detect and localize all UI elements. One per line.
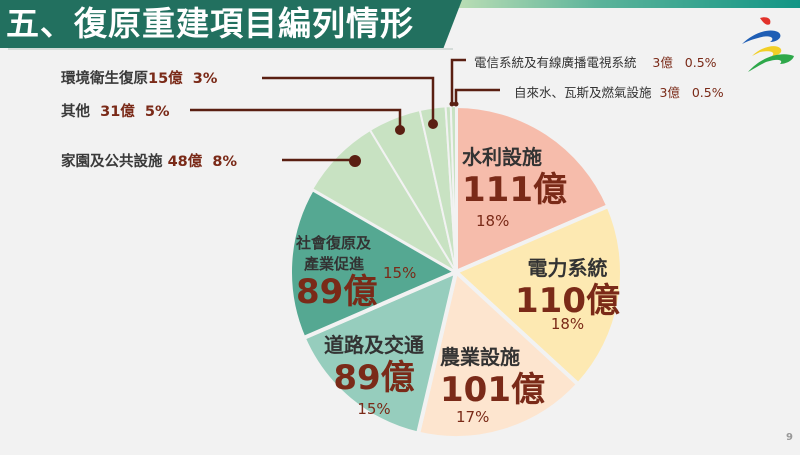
- outer-label-water-gas: 自來水、瓦斯及燃氣設施 3億 0.5%: [514, 85, 724, 100]
- swoosh-logo-icon: [742, 17, 794, 72]
- leader-lines: [190, 58, 500, 162]
- slice-label-roads: 道路及交通 89億 15%: [324, 333, 424, 418]
- title-bar: [0, 0, 462, 48]
- pie-slice: [454, 204, 624, 387]
- pie-slice: [301, 270, 458, 436]
- page-title: 五、復原重建項目編列情形: [6, 4, 414, 43]
- outer-label-telecom: 電信系統及有線廣播電視系統 3億 0.5%: [474, 55, 717, 70]
- outer-label-other: 其他 31億 5%: [61, 104, 170, 120]
- leader-line-environment: [262, 76, 435, 122]
- slice-label-power: 電力系統 110億 18%: [515, 256, 620, 333]
- pie-slice: [288, 187, 458, 340]
- leader-line-water-gas: [454, 88, 500, 104]
- title-underline: [8, 48, 453, 50]
- outer-label-environment: 環境衛生復原15億 3%: [61, 71, 218, 87]
- leader-dots: [349, 101, 459, 167]
- outer-label-homes: 家園及公共設施 48億 8%: [61, 154, 237, 170]
- page-number: 9: [786, 432, 793, 443]
- slice-label-social-pct: 15%: [383, 264, 417, 282]
- leader-line-other: [190, 108, 402, 130]
- pie-slice: [454, 104, 611, 274]
- slice-label-water: 水利設施 111億 18%: [462, 145, 567, 230]
- slice-label-agriculture: 農業設施 101億 17%: [440, 345, 545, 426]
- pie-slice: [416, 270, 581, 440]
- leader-line-telecom: [450, 58, 466, 104]
- slice-label-social: 社會復原及 產業促進 89億: [296, 234, 378, 312]
